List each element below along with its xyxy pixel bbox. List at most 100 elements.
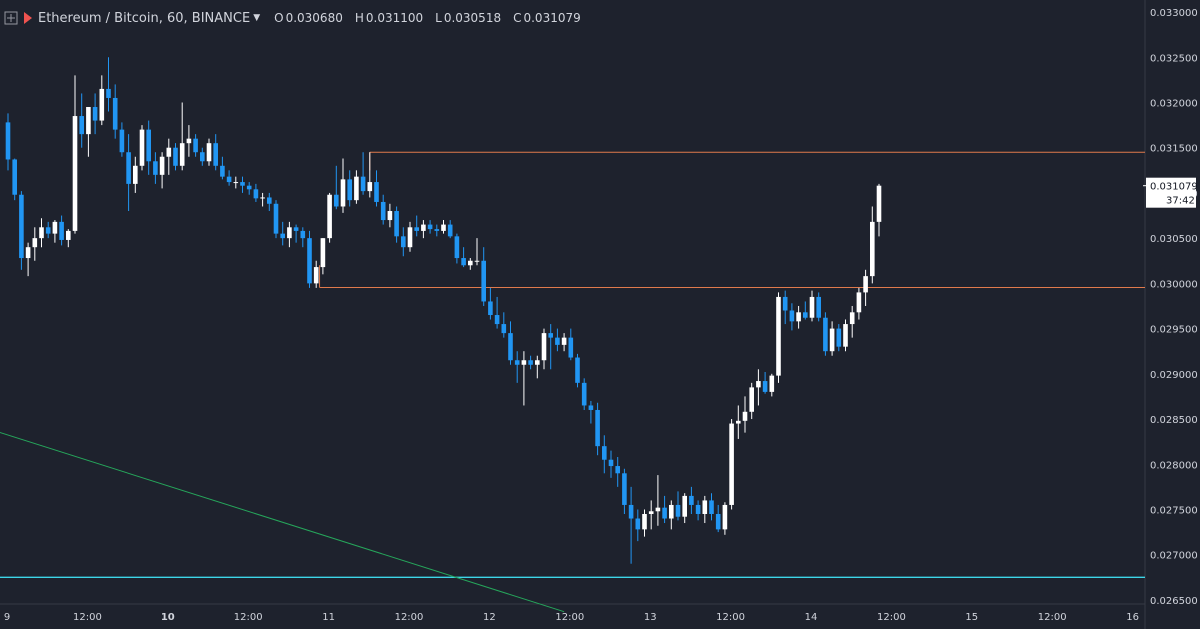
x-tick-label: 12 — [483, 612, 496, 623]
candle-body — [662, 507, 667, 519]
candle-body — [79, 116, 84, 135]
candle-body — [608, 459, 614, 467]
candle-body — [535, 360, 540, 365]
candle-body — [119, 129, 125, 153]
candle-body — [782, 296, 788, 311]
candle-body — [870, 221, 875, 277]
candle-body — [59, 221, 64, 240]
candle-body — [447, 224, 453, 237]
candle-body — [206, 143, 212, 162]
candle-body — [300, 230, 306, 239]
candle-body — [588, 405, 594, 410]
candle-body — [220, 165, 225, 177]
candle-body — [494, 315, 500, 325]
candle-body — [816, 296, 821, 318]
y-tick-label: 0.027500 — [1150, 505, 1198, 516]
candle-body — [273, 203, 279, 234]
candle-body — [648, 511, 654, 514]
candle-body — [72, 116, 78, 231]
candle-body — [481, 260, 486, 302]
candle-body — [25, 247, 31, 259]
candle-body — [521, 360, 527, 365]
y-tick-label: 0.027000 — [1150, 551, 1198, 562]
candle-body — [856, 292, 862, 313]
x-tick-label: 12:00 — [73, 612, 102, 623]
candle-body — [186, 138, 192, 144]
candle-body — [715, 513, 721, 530]
y-tick-label: 0.029500 — [1150, 325, 1198, 336]
candle-body — [166, 147, 172, 157]
candle-body — [622, 473, 627, 505]
candle-body — [501, 324, 507, 334]
candle-body — [561, 337, 567, 345]
x-tick-label: 13 — [644, 612, 657, 623]
x-tick-label: 16 — [1126, 612, 1139, 623]
candle-body — [669, 504, 674, 519]
y-tick-label: 0.032500 — [1150, 53, 1198, 64]
candle-body — [689, 495, 694, 505]
candle-body — [280, 233, 285, 239]
candle-body — [843, 324, 848, 347]
candle-body — [474, 260, 480, 262]
candle-body — [776, 296, 781, 376]
x-tick-label: 12:00 — [234, 612, 263, 623]
candle-body — [32, 238, 38, 248]
candle-body — [387, 211, 393, 221]
candle-body — [796, 312, 801, 322]
candle-body — [736, 420, 741, 424]
candle-body — [246, 185, 252, 190]
candle-body — [548, 333, 553, 338]
candle-body — [367, 182, 373, 192]
candle-body — [233, 182, 239, 184]
candle-body — [508, 333, 513, 361]
candle-body — [421, 224, 426, 231]
x-tick-label: 12:00 — [395, 612, 424, 623]
candle-body — [709, 500, 714, 514]
candle-body — [528, 360, 533, 365]
candle-body — [769, 375, 775, 392]
candle-body — [374, 182, 379, 202]
candle-body — [749, 387, 754, 412]
candle-body — [320, 238, 326, 268]
last-price-tag — [1146, 177, 1196, 208]
y-tick-label: 0.029000 — [1150, 370, 1198, 381]
candle-body — [39, 227, 44, 239]
candle-body — [226, 176, 232, 183]
y-tick-label: 0.028000 — [1150, 460, 1198, 471]
bar-countdown: 37:42 — [1166, 196, 1195, 207]
candle-body — [133, 165, 138, 184]
candle-body — [253, 189, 259, 199]
candle-body — [179, 143, 185, 166]
last-price-value: 0.031079 — [1150, 182, 1198, 193]
symbol-title[interactable]: Ethereum / Bitcoin, 60, BINANCE — [38, 10, 251, 26]
candle-body — [863, 276, 868, 293]
trendline-line[interactable] — [0, 431, 565, 613]
x-tick-label: 12:00 — [716, 612, 745, 623]
candle-body — [313, 267, 319, 284]
candle-body — [615, 466, 620, 474]
symbol-flag-icon — [24, 12, 32, 24]
candle-body — [146, 129, 151, 162]
candle-body — [434, 229, 440, 231]
candle-body — [575, 357, 580, 383]
candle-body — [468, 260, 473, 266]
candle-body — [762, 381, 768, 392]
candle-body — [19, 194, 24, 259]
ohlc-high: H 0.031100 — [354, 11, 424, 25]
candle-body — [682, 495, 687, 517]
candle-body — [45, 227, 51, 234]
chevron-down-icon[interactable]: ▼ — [253, 13, 261, 23]
y-tick-label: 0.030500 — [1150, 234, 1198, 245]
x-tick-label: 9 — [4, 612, 10, 623]
candle-body — [722, 504, 728, 530]
candle-body — [200, 152, 205, 162]
candle-body — [407, 227, 413, 248]
y-tick-label: 0.031500 — [1150, 144, 1198, 155]
candle-body — [240, 182, 245, 186]
candle-body — [628, 504, 634, 519]
x-tick-label: 12:00 — [1038, 612, 1067, 623]
expand-icon[interactable] — [4, 11, 18, 25]
chart-header: Ethereum / Bitcoin, 60, BINANCE ▼ O 0.030… — [0, 0, 593, 36]
candle-body — [441, 224, 446, 231]
